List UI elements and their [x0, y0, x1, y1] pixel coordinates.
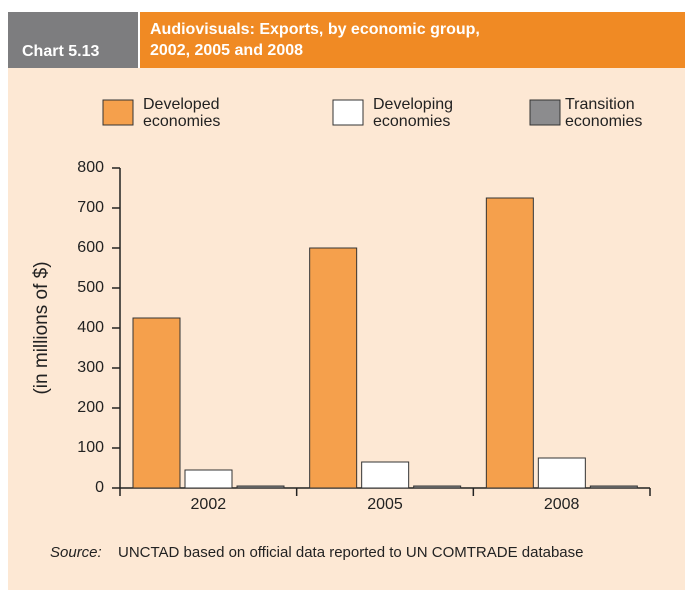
title-box — [140, 12, 685, 68]
chart-title: 2002, 2005 and 2008 — [150, 42, 303, 59]
legend-label: Developing economies — [373, 96, 454, 130]
y-tick-label: 600 — [77, 239, 104, 256]
legend-swatch — [102, 99, 134, 126]
legend-label: Transition economies — [565, 96, 643, 130]
y-tick-label: 700 — [77, 199, 104, 216]
y-tick-label: 500 — [77, 279, 104, 296]
chart-number-box — [8, 12, 138, 68]
bar — [413, 485, 462, 489]
legend-label: Developed economies — [143, 96, 221, 130]
source: UNCTAD based on official data reported t… — [118, 544, 583, 561]
x-tick-label: 2008 — [544, 496, 580, 513]
bar — [309, 247, 358, 489]
y-tick-label: 800 — [77, 159, 104, 176]
y-tick-label: 0 — [95, 479, 104, 496]
bar — [485, 197, 534, 489]
bar — [236, 485, 285, 489]
chart-title: Audiovisuals: Exports, by economic group… — [150, 21, 480, 38]
chart-number: Chart 5.13 — [22, 43, 99, 60]
source-label: Source: — [50, 544, 102, 561]
legend-swatch — [529, 99, 561, 126]
x-tick-label: 2005 — [367, 496, 403, 513]
y-tick-label: 400 — [77, 319, 104, 336]
bar — [184, 469, 233, 489]
y-tick-label: 300 — [77, 359, 104, 376]
bar — [132, 317, 181, 489]
bar — [361, 461, 410, 489]
bar — [589, 485, 638, 489]
legend-swatch — [332, 99, 364, 126]
y-axis-label: (in millions of $) — [31, 261, 52, 394]
x-tick-label: 2002 — [191, 496, 227, 513]
y-tick-label: 100 — [77, 439, 104, 456]
y-tick-label: 200 — [77, 399, 104, 416]
bar — [537, 457, 586, 489]
